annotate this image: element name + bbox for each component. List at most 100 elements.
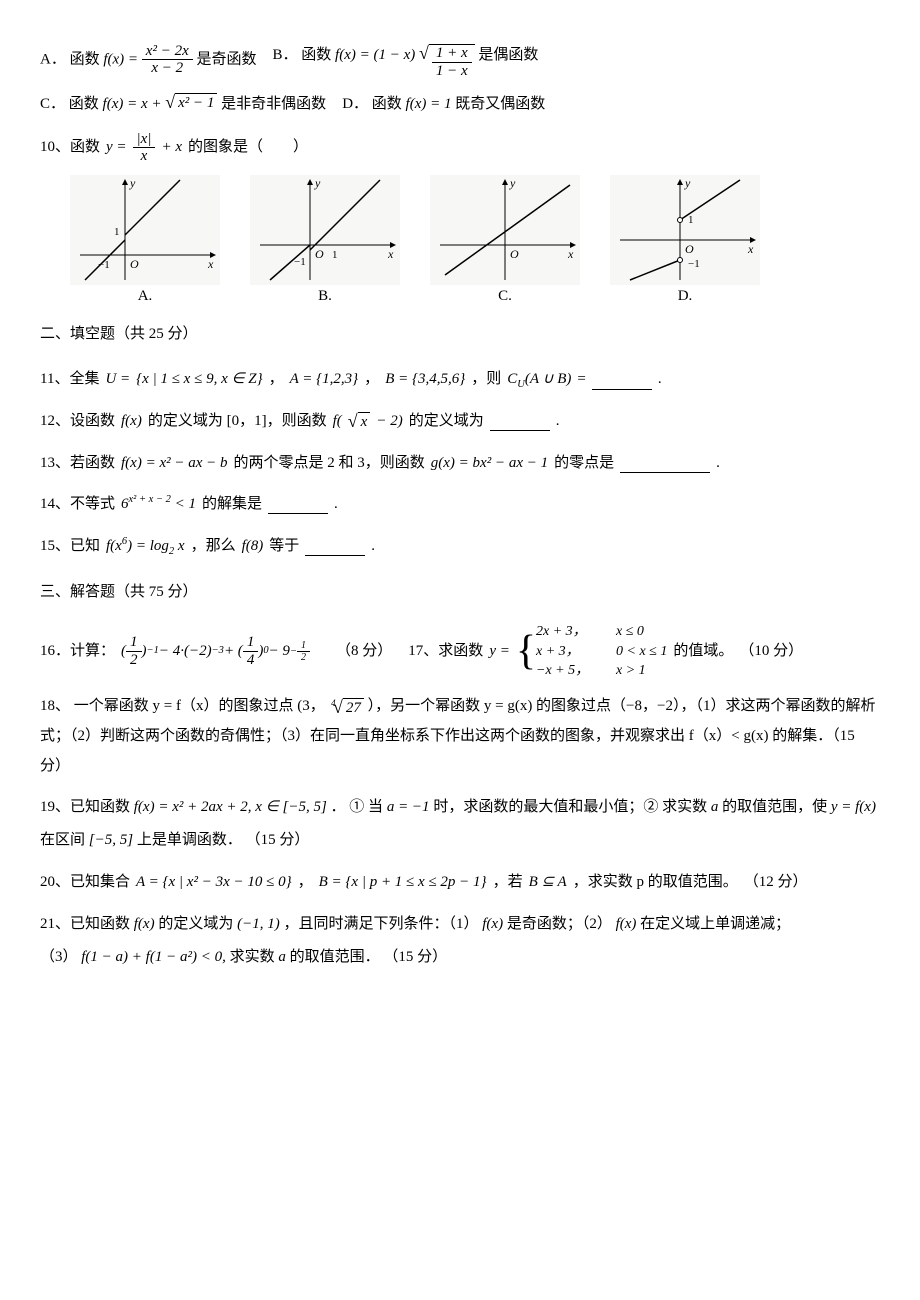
section3-title: 三、解答题（共 75 分） (40, 577, 880, 609)
q20-comma: ， (298, 867, 313, 899)
graph-a: y x O 1 −1 A. (70, 175, 220, 305)
q19-aeq: a = −1 (387, 799, 430, 815)
q9b-fx: f(x) = (1 − x) (335, 47, 415, 63)
graph-c-label: C. (430, 281, 580, 313)
q20-label: 20、已知集合 (40, 867, 130, 899)
q9b-text2: 是偶函数 (478, 47, 538, 63)
q21-fx2: f(x) (482, 916, 503, 932)
q12-label: 12、设函数 (40, 406, 115, 438)
graph-d-label: D. (610, 281, 760, 313)
q15-blank[interactable] (305, 537, 365, 556)
q11-B: B = {3,4,5,6} (385, 364, 465, 396)
q9d-text1: 函数 (372, 96, 406, 112)
svg-text:y: y (684, 176, 691, 190)
q21-a: a (278, 949, 286, 965)
q21-text5: 求实数 (230, 949, 279, 965)
q12: 12、设函数 f(x) 的定义域为 [0，1]，则函数 f( √x − 2) 的… (40, 406, 880, 438)
svg-text:−1: −1 (98, 259, 110, 271)
q10-label: 10、函数 (40, 132, 100, 164)
q9-option-c: C． 函数 f(x) = x + √ x² − 1 是非奇非偶函数 (40, 89, 326, 121)
q20-B: B = {x | p + 1 ≤ x ≤ 2p − 1} (319, 867, 487, 899)
q19-points: （15 分） (246, 832, 310, 848)
q17-tail: 的值域。 (673, 636, 733, 668)
q10: 10、函数 y = |x| x + x 的图象是（ ） (40, 131, 880, 165)
q13-text2: 的零点是 (554, 448, 614, 480)
svg-text:1: 1 (114, 226, 120, 238)
q19-a: a (711, 799, 719, 815)
graph-b: y x O −1 1 B. (250, 175, 400, 305)
q11-A: A = {1,2,3} (290, 364, 359, 396)
q21-label: 21、已知函数 (40, 916, 134, 932)
q9c-text1: 函数 (69, 96, 103, 112)
graph-a-label: A. (70, 281, 220, 313)
q17-cases: { 2x + 3，x ≤ 0 x + 3，0 < x ≤ 1 −x + 5，x … (516, 622, 668, 681)
q11-blank[interactable] (592, 371, 652, 390)
q20-A: A = {x | x² − 3x − 10 ≤ 0} (136, 867, 292, 899)
q18-label: 18、 (40, 698, 70, 714)
q9-option-a: A． 函数 f(x) = x² − 2x x − 2 是奇函数 (40, 43, 257, 77)
q12-text1: 的定义域为 [0，1]，则函数 (148, 406, 327, 438)
svg-text:x: x (207, 257, 214, 271)
q9c-sqrt-val: x² − 1 (175, 93, 217, 112)
q18-root: 4 √ 27 (328, 698, 363, 717)
q20: 20、已知集合 A = {x | x² − 3x − 10 ≤ 0} ， B =… (40, 867, 880, 899)
q9a-frac-den: x − 2 (142, 60, 193, 77)
q11-U: U = (105, 364, 130, 396)
svg-text:O: O (510, 247, 519, 261)
q9-option-d: D． 函数 f(x) = 1 既奇又偶函数 (342, 89, 545, 121)
svg-text:1: 1 (688, 214, 694, 226)
q9b-sqrt-den: 1 − x (432, 63, 472, 80)
q14-label: 14、不等式 (40, 489, 115, 521)
q15-text: 等于 (269, 531, 299, 563)
q9-option-row-cd: C． 函数 f(x) = x + √ x² − 1 是非奇非偶函数 D． 函数 … (40, 89, 880, 121)
q10-frac-num: |x| (133, 131, 156, 149)
q21-text6: 的取值范围． (290, 949, 380, 965)
q12-text2: 的定义域为 (409, 406, 484, 438)
q12-period: . (556, 406, 560, 438)
q14-blank[interactable] (268, 495, 328, 514)
q13-gx: g(x) = bx² − ax − 1 (431, 448, 548, 480)
q17-yeq: y = (489, 636, 510, 668)
graph-b-label: B. (250, 281, 400, 313)
q10-yeq: y = (106, 132, 127, 164)
q11-Cu: CU(A ∪ B) (507, 364, 571, 396)
q20-text: ，求实数 p 的取值范围。 (573, 867, 738, 899)
q19-part3: 在区间 (40, 832, 89, 848)
q21-text4: 在定义域上单调递减； (640, 916, 790, 932)
q17-label: 17、求函数 (408, 636, 483, 668)
q9b-prefix: B． (273, 47, 298, 63)
q19-part1: ① 当 (349, 799, 387, 815)
section2-title: 二、填空题（共 25 分） (40, 319, 880, 351)
q10-frac: |x| x (133, 131, 156, 165)
q19-interval: [−5, 5] (89, 832, 133, 848)
q19-part2: 的取值范围，使 (722, 799, 831, 815)
svg-text:O: O (315, 247, 324, 261)
q21-interval: (−1, 1) (237, 916, 280, 932)
q11-c3: ，则 (471, 364, 501, 396)
q9a-prefix: A． (40, 51, 66, 67)
svg-text:1: 1 (332, 249, 338, 261)
q9c-fx: f(x) = x + (103, 96, 166, 112)
q13-blank[interactable] (620, 454, 710, 473)
q15-f8: f(8) (242, 531, 264, 563)
q11-set: {x | 1 ≤ x ≤ 9, x ∈ Z} (136, 364, 262, 396)
q9b-sqrt: √ 1 + x 1 − x (419, 44, 475, 79)
q13-fx: f(x) = x² − ax − b (121, 448, 228, 480)
q9-option-row-ab: A． 函数 f(x) = x² − 2x x − 2 是奇函数 B． 函数 f(… (40, 40, 880, 79)
q16-points: （8 分） (336, 636, 392, 668)
q13-period: . (716, 448, 720, 480)
q18-text1: 一个幂函数 y = f（x）的图象过点 (3， (74, 698, 325, 714)
q21-points: （15 分） (383, 949, 447, 965)
q14-period: . (334, 489, 338, 521)
q15-f: f(x6) = log2 x (106, 531, 185, 563)
q21-part3-label: （3） (40, 949, 78, 965)
q21-text2: ，且同时满足下列条件：（1） (283, 916, 478, 932)
q15-period: . (371, 531, 375, 563)
q9b-text1: 函数 (301, 47, 335, 63)
q21: 21、已知函数 f(x) 的定义域为 (−1, 1) ，且同时满足下列条件：（1… (40, 908, 880, 974)
q13: 13、若函数 f(x) = x² − ax − b 的两个零点是 2 和 3，则… (40, 448, 880, 480)
q9c-prefix: C． (40, 96, 65, 112)
svg-text:O: O (130, 257, 139, 271)
q12-blank[interactable] (490, 412, 550, 431)
q9c-text2: 是非奇非偶函数 (221, 96, 326, 112)
